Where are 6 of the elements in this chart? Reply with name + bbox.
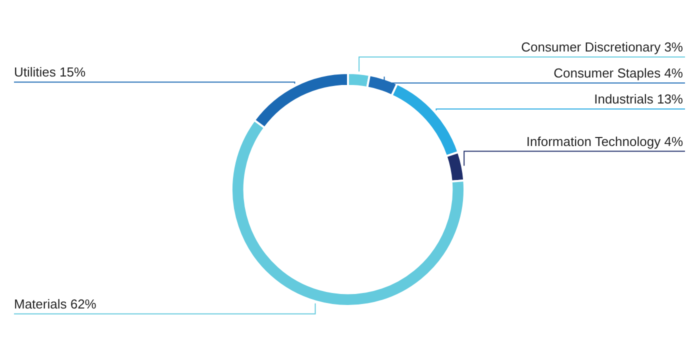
- slice-label: Materials 62%: [14, 296, 97, 312]
- slice-label: Consumer Staples 4%: [554, 66, 684, 81]
- slice-label: Utilities 15%: [14, 64, 86, 80]
- slice-label: Industrials 13%: [594, 92, 684, 107]
- slice-label: Information Technology 4%: [526, 134, 684, 149]
- slice-label: Consumer Discretionary 3%: [521, 40, 684, 55]
